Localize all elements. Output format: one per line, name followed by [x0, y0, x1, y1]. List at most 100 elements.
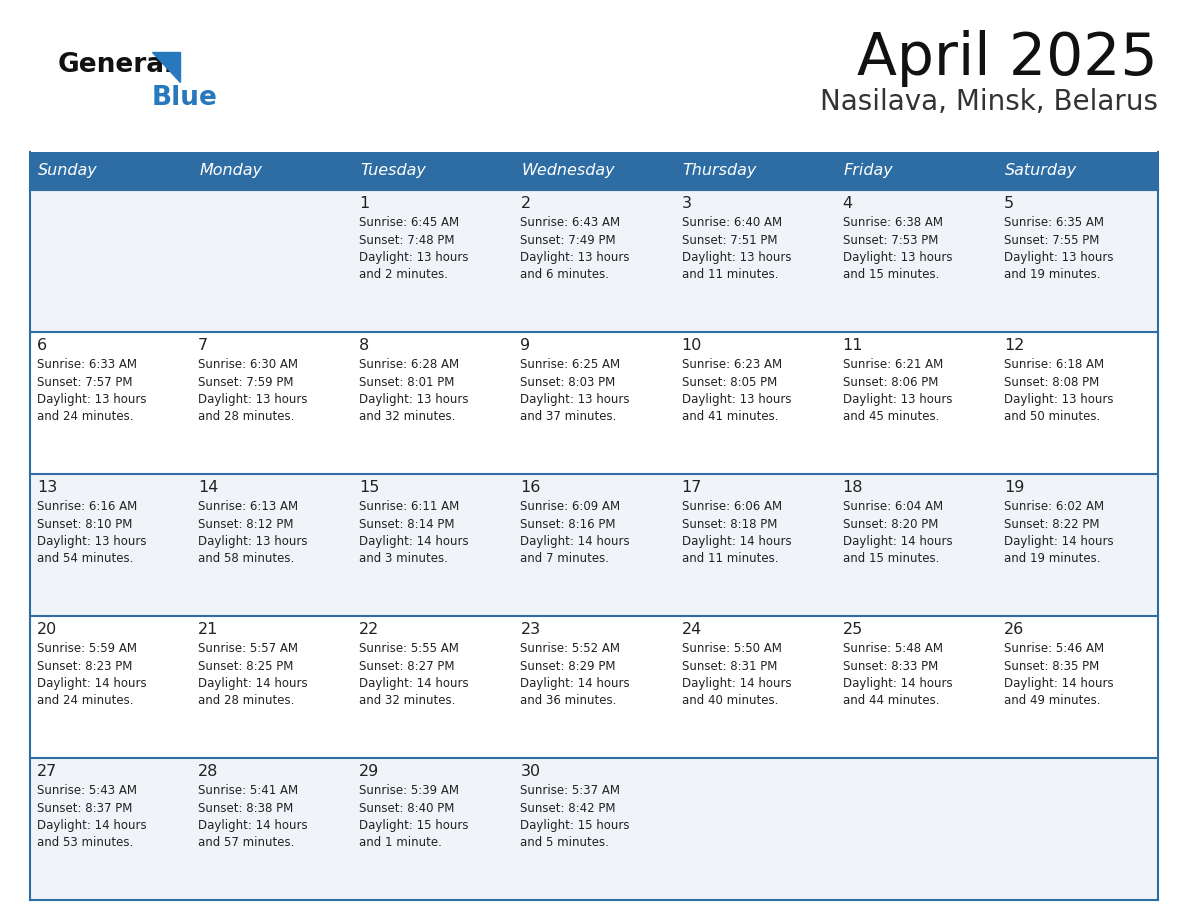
Bar: [513, 190, 675, 332]
Text: 14: 14: [198, 480, 219, 495]
Text: Sunrise: 6:30 AM
Sunset: 7:59 PM
Daylight: 13 hours
and 28 minutes.: Sunrise: 6:30 AM Sunset: 7:59 PM Dayligh…: [198, 358, 308, 423]
Text: Sunday: Sunday: [38, 163, 97, 178]
Bar: [513, 152, 675, 190]
Text: 12: 12: [1004, 338, 1024, 353]
Text: 23: 23: [520, 622, 541, 637]
Text: 7: 7: [198, 338, 208, 353]
Text: Sunrise: 5:59 AM
Sunset: 8:23 PM
Daylight: 14 hours
and 24 minutes.: Sunrise: 5:59 AM Sunset: 8:23 PM Dayligh…: [37, 642, 146, 708]
Bar: [191, 616, 353, 758]
Bar: [513, 332, 675, 474]
Text: Sunrise: 5:52 AM
Sunset: 8:29 PM
Daylight: 14 hours
and 36 minutes.: Sunrise: 5:52 AM Sunset: 8:29 PM Dayligh…: [520, 642, 630, 708]
Text: Sunrise: 6:02 AM
Sunset: 8:22 PM
Daylight: 14 hours
and 19 minutes.: Sunrise: 6:02 AM Sunset: 8:22 PM Dayligh…: [1004, 500, 1113, 565]
Text: Nasilava, Minsk, Belarus: Nasilava, Minsk, Belarus: [820, 88, 1158, 116]
Bar: [353, 332, 513, 474]
Bar: [997, 190, 1158, 332]
Text: Sunrise: 5:46 AM
Sunset: 8:35 PM
Daylight: 14 hours
and 49 minutes.: Sunrise: 5:46 AM Sunset: 8:35 PM Dayligh…: [1004, 642, 1113, 708]
Polygon shape: [152, 52, 181, 82]
Text: Sunrise: 6:38 AM
Sunset: 7:53 PM
Daylight: 13 hours
and 15 minutes.: Sunrise: 6:38 AM Sunset: 7:53 PM Dayligh…: [842, 216, 953, 282]
Text: April 2025: April 2025: [858, 30, 1158, 87]
Text: Blue: Blue: [152, 85, 217, 111]
Bar: [353, 474, 513, 616]
Bar: [30, 474, 191, 616]
Bar: [835, 474, 997, 616]
Bar: [30, 332, 191, 474]
Text: Sunrise: 5:43 AM
Sunset: 8:37 PM
Daylight: 14 hours
and 53 minutes.: Sunrise: 5:43 AM Sunset: 8:37 PM Dayligh…: [37, 784, 146, 849]
Bar: [30, 758, 191, 900]
Text: 24: 24: [682, 622, 702, 637]
Bar: [353, 758, 513, 900]
Text: Saturday: Saturday: [1005, 163, 1078, 178]
Text: Tuesday: Tuesday: [360, 163, 426, 178]
Bar: [30, 152, 191, 190]
Text: Sunrise: 6:25 AM
Sunset: 8:03 PM
Daylight: 13 hours
and 37 minutes.: Sunrise: 6:25 AM Sunset: 8:03 PM Dayligh…: [520, 358, 630, 423]
Text: 5: 5: [1004, 196, 1015, 211]
Text: Sunrise: 6:23 AM
Sunset: 8:05 PM
Daylight: 13 hours
and 41 minutes.: Sunrise: 6:23 AM Sunset: 8:05 PM Dayligh…: [682, 358, 791, 423]
Bar: [513, 616, 675, 758]
Bar: [997, 152, 1158, 190]
Bar: [191, 758, 353, 900]
Text: 27: 27: [37, 764, 57, 779]
Text: Sunrise: 6:09 AM
Sunset: 8:16 PM
Daylight: 14 hours
and 7 minutes.: Sunrise: 6:09 AM Sunset: 8:16 PM Dayligh…: [520, 500, 630, 565]
Text: 17: 17: [682, 480, 702, 495]
Bar: [353, 152, 513, 190]
Text: Sunrise: 5:50 AM
Sunset: 8:31 PM
Daylight: 14 hours
and 40 minutes.: Sunrise: 5:50 AM Sunset: 8:31 PM Dayligh…: [682, 642, 791, 708]
Bar: [997, 616, 1158, 758]
Bar: [835, 332, 997, 474]
Bar: [191, 474, 353, 616]
Bar: [675, 190, 835, 332]
Bar: [835, 190, 997, 332]
Bar: [675, 332, 835, 474]
Bar: [675, 474, 835, 616]
Text: Monday: Monday: [200, 163, 263, 178]
Text: Sunrise: 6:28 AM
Sunset: 8:01 PM
Daylight: 13 hours
and 32 minutes.: Sunrise: 6:28 AM Sunset: 8:01 PM Dayligh…: [359, 358, 469, 423]
Bar: [997, 474, 1158, 616]
Text: 30: 30: [520, 764, 541, 779]
Text: 4: 4: [842, 196, 853, 211]
Text: 26: 26: [1004, 622, 1024, 637]
Text: 16: 16: [520, 480, 541, 495]
Bar: [191, 190, 353, 332]
Bar: [997, 332, 1158, 474]
Text: Wednesday: Wednesday: [522, 163, 615, 178]
Bar: [30, 190, 191, 332]
Text: 20: 20: [37, 622, 57, 637]
Bar: [353, 616, 513, 758]
Text: 6: 6: [37, 338, 48, 353]
Text: Sunrise: 6:11 AM
Sunset: 8:14 PM
Daylight: 14 hours
and 3 minutes.: Sunrise: 6:11 AM Sunset: 8:14 PM Dayligh…: [359, 500, 469, 565]
Text: Friday: Friday: [843, 163, 893, 178]
Text: 9: 9: [520, 338, 531, 353]
Bar: [675, 616, 835, 758]
Text: Thursday: Thursday: [683, 163, 757, 178]
Text: Sunrise: 6:45 AM
Sunset: 7:48 PM
Daylight: 13 hours
and 2 minutes.: Sunrise: 6:45 AM Sunset: 7:48 PM Dayligh…: [359, 216, 469, 282]
Bar: [513, 474, 675, 616]
Text: 3: 3: [682, 196, 691, 211]
Text: 21: 21: [198, 622, 219, 637]
Bar: [353, 190, 513, 332]
Bar: [835, 758, 997, 900]
Text: Sunrise: 5:39 AM
Sunset: 8:40 PM
Daylight: 15 hours
and 1 minute.: Sunrise: 5:39 AM Sunset: 8:40 PM Dayligh…: [359, 784, 469, 849]
Text: 2: 2: [520, 196, 531, 211]
Text: Sunrise: 5:48 AM
Sunset: 8:33 PM
Daylight: 14 hours
and 44 minutes.: Sunrise: 5:48 AM Sunset: 8:33 PM Dayligh…: [842, 642, 953, 708]
Bar: [675, 758, 835, 900]
Text: 15: 15: [359, 480, 380, 495]
Text: Sunrise: 6:18 AM
Sunset: 8:08 PM
Daylight: 13 hours
and 50 minutes.: Sunrise: 6:18 AM Sunset: 8:08 PM Dayligh…: [1004, 358, 1113, 423]
Text: 1: 1: [359, 196, 369, 211]
Text: 13: 13: [37, 480, 57, 495]
Text: Sunrise: 6:21 AM
Sunset: 8:06 PM
Daylight: 13 hours
and 45 minutes.: Sunrise: 6:21 AM Sunset: 8:06 PM Dayligh…: [842, 358, 953, 423]
Text: 22: 22: [359, 622, 379, 637]
Text: General: General: [58, 52, 175, 78]
Bar: [835, 616, 997, 758]
Text: 19: 19: [1004, 480, 1024, 495]
Text: Sunrise: 5:55 AM
Sunset: 8:27 PM
Daylight: 14 hours
and 32 minutes.: Sunrise: 5:55 AM Sunset: 8:27 PM Dayligh…: [359, 642, 469, 708]
Bar: [675, 152, 835, 190]
Bar: [513, 758, 675, 900]
Text: 8: 8: [359, 338, 369, 353]
Text: Sunrise: 5:41 AM
Sunset: 8:38 PM
Daylight: 14 hours
and 57 minutes.: Sunrise: 5:41 AM Sunset: 8:38 PM Dayligh…: [198, 784, 308, 849]
Text: 10: 10: [682, 338, 702, 353]
Text: Sunrise: 6:13 AM
Sunset: 8:12 PM
Daylight: 13 hours
and 58 minutes.: Sunrise: 6:13 AM Sunset: 8:12 PM Dayligh…: [198, 500, 308, 565]
Text: Sunrise: 5:37 AM
Sunset: 8:42 PM
Daylight: 15 hours
and 5 minutes.: Sunrise: 5:37 AM Sunset: 8:42 PM Dayligh…: [520, 784, 630, 849]
Text: Sunrise: 6:43 AM
Sunset: 7:49 PM
Daylight: 13 hours
and 6 minutes.: Sunrise: 6:43 AM Sunset: 7:49 PM Dayligh…: [520, 216, 630, 282]
Text: 11: 11: [842, 338, 864, 353]
Bar: [835, 152, 997, 190]
Text: 18: 18: [842, 480, 864, 495]
